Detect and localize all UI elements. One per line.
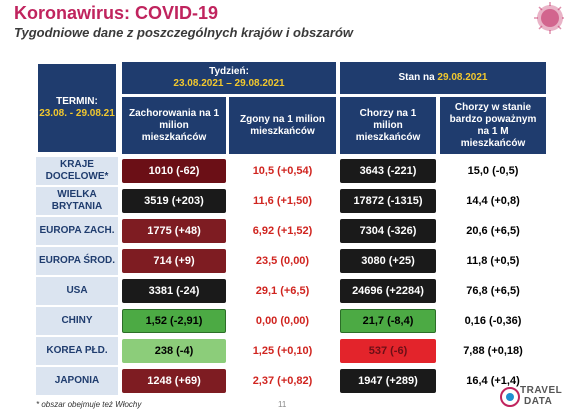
cell-active: 24696 (+2284): [340, 279, 436, 303]
cell-deaths: 11,6 (+1,50): [229, 189, 336, 213]
row-label: KRAJE DOCELOWE*: [36, 157, 118, 185]
virus-icon: [534, 2, 564, 34]
column-header-active: Chorzy na 1 milion mieszkańców: [340, 97, 436, 154]
cell-serious: 16,4 (+1,4): [440, 369, 546, 393]
cell-cases: 1010 (-62): [122, 159, 226, 183]
page-title: Koronawirus: COVID-19: [14, 3, 219, 23]
cell-cases: 1,52 (-2,91): [122, 309, 226, 333]
cell-serious: 7,88 (+0,18): [440, 339, 546, 363]
stan-header: Stan na 29.08.2021: [340, 62, 546, 94]
cell-cases: 3519 (+203): [122, 189, 226, 213]
termin-range: 23.08. - 29.08.21: [39, 108, 115, 119]
cell-active: 1947 (+289): [340, 369, 436, 393]
row-label: EUROPA ZACH.: [36, 217, 118, 245]
row-label: JAPONIA: [36, 367, 118, 395]
row-label: EUROPA ŚROD.: [36, 247, 118, 275]
logo-text-line1: TRAVEL: [520, 385, 563, 396]
row-label: KOREA PŁD.: [36, 337, 118, 365]
termin-label: TERMIN:: [56, 96, 98, 107]
column-header-cases: Zachorowania na 1 milion mieszkańców: [122, 97, 226, 154]
cell-active: 3643 (-221): [340, 159, 436, 183]
cell-active: 17872 (-1315): [340, 189, 436, 213]
cell-cases: 714 (+9): [122, 249, 226, 273]
page-number: 11: [278, 400, 287, 409]
cell-serious: 15,0 (-0,5): [440, 159, 546, 183]
tydzien-label: Tydzień:: [209, 66, 249, 77]
row-label: WIELKA BRYTANIA: [36, 187, 118, 215]
cell-cases: 3381 (-24): [122, 279, 226, 303]
stan-label: Stan na: [398, 72, 435, 83]
cell-deaths: 23,5 (0,00): [229, 249, 336, 273]
footnote: * obszar obejmuje też Włochy: [36, 400, 142, 409]
cell-serious: 76,8 (+6,5): [440, 279, 546, 303]
cell-deaths: 29,1 (+6,5): [229, 279, 336, 303]
tydzien-header: Tydzień: 23.08.2021 – 29.08.2021: [122, 62, 336, 94]
cell-deaths: 2,37 (+0,82): [229, 369, 336, 393]
travel-data-logo-icon: [500, 387, 520, 407]
column-header-serious: Chorzy w stanie bardzo poważnym na 1 M m…: [440, 97, 546, 154]
cell-serious: 20,6 (+6,5): [440, 219, 546, 243]
tydzien-range: 23.08.2021 – 29.08.2021: [173, 78, 285, 89]
cell-cases: 238 (-4): [122, 339, 226, 363]
cell-serious: 11,8 (+0,5): [440, 249, 546, 273]
row-label: USA: [36, 277, 118, 305]
cell-deaths: 1,25 (+0,10): [229, 339, 336, 363]
row-label: CHINY: [36, 307, 118, 335]
cell-cases: 1248 (+69): [122, 369, 226, 393]
logo-text-line2: DATA: [524, 396, 553, 407]
cell-serious: 14,4 (+0,8): [440, 189, 546, 213]
cell-active: 7304 (-326): [340, 219, 436, 243]
cell-deaths: 0,00 (0,00): [229, 309, 336, 333]
cell-active: 537 (-6): [340, 339, 436, 363]
cell-cases: 1775 (+48): [122, 219, 226, 243]
cell-serious: 0,16 (-0,36): [440, 309, 546, 333]
column-header-deaths: Zgony na 1 milion mieszkańców: [229, 97, 336, 154]
page-subtitle: Tygodniowe dane z poszczególnych krajów …: [14, 25, 354, 40]
cell-active: 21,7 (-8,4): [340, 309, 436, 333]
termin-header: TERMIN: 23.08. - 29.08.21: [36, 62, 118, 154]
cell-deaths: 10,5 (+0,54): [229, 159, 336, 183]
cell-active: 3080 (+25): [340, 249, 436, 273]
stan-date: 29.08.2021: [437, 72, 488, 83]
cell-deaths: 6,92 (+1,52): [229, 219, 336, 243]
